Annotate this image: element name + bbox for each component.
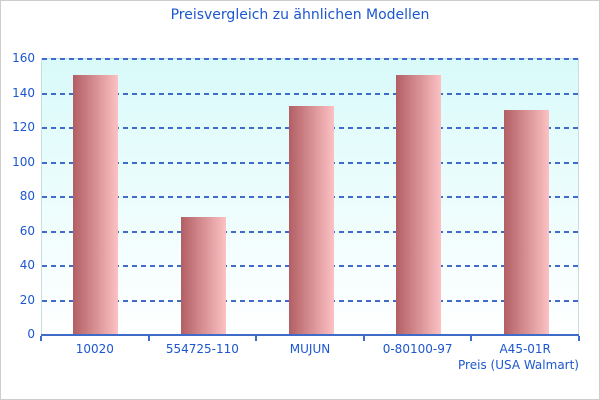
y-tick-label-120: 120: [12, 120, 35, 134]
x-axis-line: [41, 334, 579, 336]
x-axis-tick: [40, 336, 42, 341]
y-tick-label-140: 140: [12, 85, 35, 100]
plot-area: [41, 58, 579, 334]
y-tick-label-60: 60: [19, 223, 35, 238]
bar-MUJUN: [288, 106, 334, 334]
bar-A45-01R: [503, 109, 549, 334]
x-axis-tick: [255, 336, 258, 341]
bar-0-80100-97: [396, 75, 442, 334]
x-axis-tick: [362, 336, 365, 341]
x-axis-title: Preis (USA Walmart): [458, 358, 579, 372]
y-tick-label-0: 0: [27, 327, 35, 341]
x-category-label-554725-110: 554725-110: [165, 342, 239, 356]
y-tick-label-20: 20: [19, 292, 35, 307]
gridline-160: [42, 58, 578, 60]
x-category-label-10020: 10020: [75, 342, 114, 356]
x-axis-tick: [147, 336, 150, 341]
gridline-140: [42, 92, 578, 95]
x-axis-tick: [578, 336, 580, 341]
y-tick-label-40: 40: [19, 258, 35, 272]
bar-10020: [73, 75, 119, 334]
x-axis-tick: [470, 336, 473, 341]
bar-554725-110: [180, 216, 226, 334]
y-tick-label-80: 80: [19, 189, 35, 203]
y-tick-label-160: 160: [12, 51, 35, 65]
x-category-label-0-80100-97: 0-80100-97: [382, 342, 453, 356]
x-category-label-A45-01R: A45-01R: [499, 342, 551, 356]
x-category-label-MUJUN: MUJUN: [289, 342, 331, 356]
chart-title: Preisvergleich zu ähnlichen Modellen: [170, 7, 430, 23]
y-tick-label-100: 100: [12, 154, 35, 169]
